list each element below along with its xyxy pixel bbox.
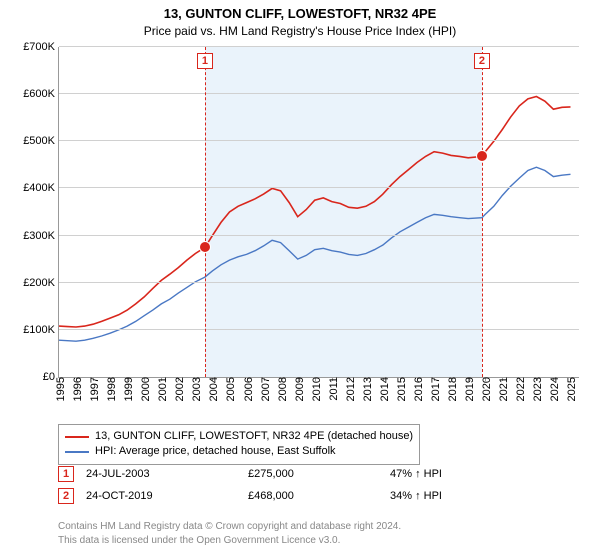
x-tick-label: 2013: [358, 377, 374, 401]
y-tick-label: £500K: [23, 135, 59, 147]
series-line: [59, 97, 571, 328]
x-tick-label: 2017: [426, 377, 442, 401]
y-gridline: [59, 93, 579, 94]
sale-date: 24-OCT-2019: [86, 490, 236, 502]
y-gridline: [59, 187, 579, 188]
x-tick-label: 2001: [153, 377, 169, 401]
footer-attribution: Contains HM Land Registry data © Crown c…: [58, 520, 401, 547]
x-tick-label: 2010: [307, 377, 323, 401]
x-tick-label: 1995: [51, 377, 67, 401]
x-tick-label: 2014: [375, 377, 391, 401]
series-line: [59, 167, 571, 341]
x-tick-label: 2016: [409, 377, 425, 401]
sale-date: 24-JUL-2003: [86, 468, 236, 480]
sale-marker-line: [482, 47, 483, 377]
x-tick-label: 2009: [290, 377, 306, 401]
legend-label: 13, GUNTON CLIFF, LOWESTOFT, NR32 4PE (d…: [95, 429, 413, 444]
x-tick-label: 2008: [273, 377, 289, 401]
y-gridline: [59, 46, 579, 47]
sale-delta: 34% ↑ HPI: [390, 490, 520, 502]
x-tick-label: 1999: [119, 377, 135, 401]
x-tick-label: 2005: [221, 377, 237, 401]
x-tick-label: 2015: [392, 377, 408, 401]
x-tick-label: 2018: [443, 377, 459, 401]
chart-title: 13, GUNTON CLIFF, LOWESTOFT, NR32 4PE: [0, 6, 600, 23]
x-tick-label: 2006: [239, 377, 255, 401]
y-tick-label: £200K: [23, 277, 59, 289]
x-tick-label: 1998: [102, 377, 118, 401]
x-tick-label: 2003: [187, 377, 203, 401]
legend-item: HPI: Average price, detached house, East…: [65, 444, 413, 459]
plot-area: £0£100K£200K£300K£400K£500K£600K£700K199…: [58, 47, 579, 378]
x-tick-label: 2002: [170, 377, 186, 401]
x-tick-label: 2024: [545, 377, 561, 401]
x-tick-label: 2020: [477, 377, 493, 401]
x-tick-label: 1996: [68, 377, 84, 401]
footer-line: This data is licensed under the Open Gov…: [58, 534, 401, 548]
chart-series: [59, 47, 579, 377]
sale-row: 2 24-OCT-2019 £468,000 34% ↑ HPI: [58, 488, 520, 504]
x-tick-label: 2000: [136, 377, 152, 401]
sale-price: £275,000: [248, 468, 378, 480]
y-gridline: [59, 329, 579, 330]
x-tick-label: 2019: [460, 377, 476, 401]
x-tick-label: 2022: [511, 377, 527, 401]
legend-label: HPI: Average price, detached house, East…: [95, 444, 336, 459]
sale-row-badge: 1: [58, 466, 74, 482]
sale-marker-badge: 2: [474, 53, 490, 69]
legend-swatch: [65, 451, 89, 453]
x-tick-label: 2021: [494, 377, 510, 401]
x-tick-label: 2004: [204, 377, 220, 401]
y-gridline: [59, 140, 579, 141]
y-gridline: [59, 282, 579, 283]
y-tick-label: £700K: [23, 41, 59, 53]
x-tick-label: 2007: [256, 377, 272, 401]
x-tick-label: 2012: [341, 377, 357, 401]
x-tick-label: 2025: [562, 377, 578, 401]
y-gridline: [59, 235, 579, 236]
x-tick-label: 2023: [528, 377, 544, 401]
sale-row: 1 24-JUL-2003 £275,000 47% ↑ HPI: [58, 466, 520, 482]
x-tick-label: 1997: [85, 377, 101, 401]
legend: 13, GUNTON CLIFF, LOWESTOFT, NR32 4PE (d…: [58, 424, 420, 465]
sale-marker-line: [205, 47, 206, 377]
chart-subtitle: Price paid vs. HM Land Registry's House …: [0, 24, 600, 40]
sale-delta: 47% ↑ HPI: [390, 468, 520, 480]
sale-marker-dot: [476, 150, 488, 162]
footer-line: Contains HM Land Registry data © Crown c…: [58, 520, 401, 534]
sale-price: £468,000: [248, 490, 378, 502]
y-tick-label: £400K: [23, 182, 59, 194]
legend-item: 13, GUNTON CLIFF, LOWESTOFT, NR32 4PE (d…: [65, 429, 413, 444]
legend-swatch: [65, 436, 89, 438]
y-tick-label: £600K: [23, 88, 59, 100]
sale-row-badge: 2: [58, 488, 74, 504]
sale-marker-dot: [199, 241, 211, 253]
y-tick-label: £100K: [23, 324, 59, 336]
y-tick-label: £300K: [23, 230, 59, 242]
sale-marker-badge: 1: [197, 53, 213, 69]
x-tick-label: 2011: [324, 377, 340, 401]
